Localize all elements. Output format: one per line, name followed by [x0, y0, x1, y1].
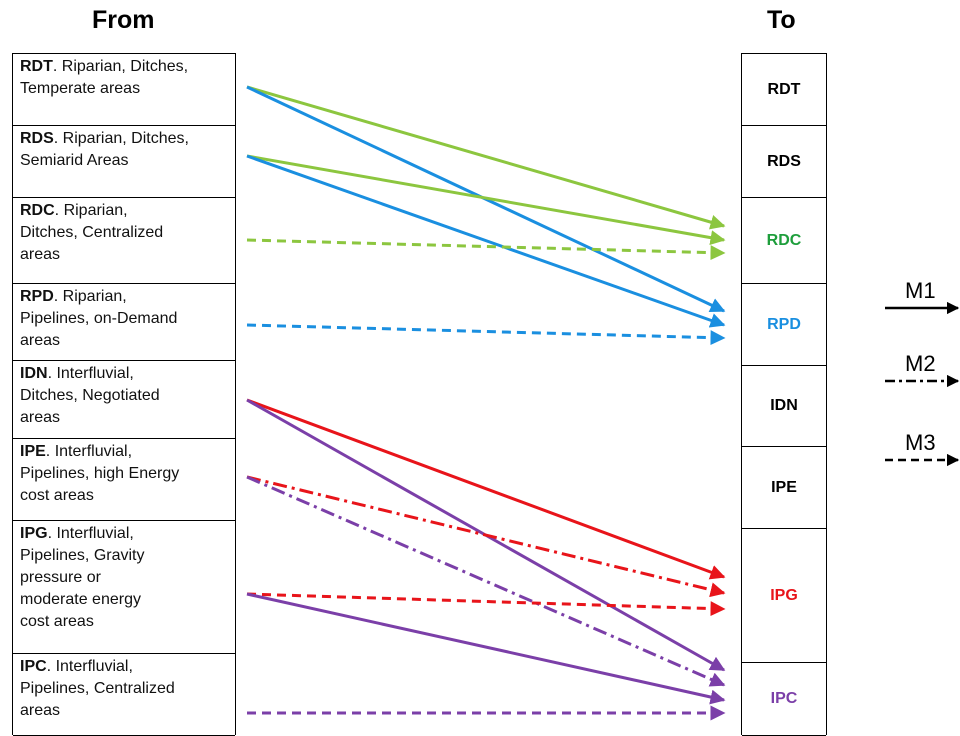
arrow-ipg-to-ipg: [246, 592, 726, 617]
arrow-idn-to-ipg: [246, 398, 726, 580]
from-row-line: areas: [20, 702, 61, 719]
to-table: RDT RDS RDC RPD IDN IPE IPG IPC: [741, 53, 827, 736]
to-row-rdt: RDT: [742, 54, 826, 126]
arrow-rpd-to-rpd: [246, 323, 726, 346]
from-row-idn: IDN. Interfluvial, Ditches, Negotiated are…: [13, 361, 235, 439]
arrow-ipe-to-ipg: [246, 475, 726, 598]
legend-label-m3: M3: [905, 430, 936, 455]
from-row-line: Pipelines, Centralized: [20, 680, 175, 697]
from-row-line: Temperate areas: [20, 80, 141, 97]
from-row-line: Ditches, Centralized: [20, 224, 164, 241]
legend-label-m1: M1: [905, 278, 936, 303]
from-table: RDT. Riparian, Ditches, Temperate areas RD…: [12, 53, 236, 736]
to-row-ipg: IPG: [742, 529, 826, 663]
from-row-rpd: RPD. Riparian, Pipelines, on-Demand areas: [13, 284, 235, 361]
from-row-line: RDC. Riparian,: [20, 202, 128, 219]
to-row-idn: IDN: [742, 366, 826, 447]
from-row-line: cost areas: [20, 487, 94, 504]
from-row-line: areas: [20, 332, 61, 349]
from-row-line: Ditches, Negotiated: [20, 387, 160, 404]
from-row-line: areas: [20, 246, 61, 263]
from-row-rdc: RDC. Riparian, Ditches, Centralized areas: [13, 198, 235, 284]
from-row-rds: RDS. Riparian, Ditches, Semiarid Areas: [13, 126, 235, 198]
arrow-ipe-to-ipc: [246, 475, 726, 687]
from-row-line: RDT. Riparian, Ditches,: [20, 58, 189, 75]
from-row-line: moderate energy: [20, 591, 141, 608]
from-row-line: areas: [20, 409, 61, 426]
arrow-rds-to-rpd: [246, 154, 726, 328]
from-row-line: Pipelines, high Energy: [20, 465, 180, 482]
from-row-line: IPG. Interfluvial,: [20, 525, 134, 542]
to-row-rdc: RDC: [742, 198, 826, 284]
from-row-line: pressure or: [20, 569, 101, 586]
arrow-rdt-to-rdc: [246, 85, 726, 230]
to-row-label: IDN: [770, 397, 798, 414]
from-row-line: IDN. Interfluvial,: [20, 365, 134, 382]
to-row-label: RPD: [767, 315, 801, 333]
from-row-line: Pipelines, on-Demand: [20, 310, 178, 327]
from-row-ipg: IPG. Interfluvial, Pipelines, Gravity pres…: [13, 521, 235, 654]
to-row-label: RDS: [767, 152, 801, 170]
arrow-rds-to-rdc: [246, 154, 726, 246]
to-row-rpd: RPD: [742, 284, 826, 366]
to-row-rds: RDS: [742, 126, 826, 198]
from-row-line: RPD. Riparian,: [20, 288, 127, 305]
to-row-label: IPE: [771, 478, 797, 496]
arrow-rdc-to-rdc: [246, 238, 726, 261]
from-row-line: RDS. Riparian, Ditches,: [20, 130, 189, 147]
to-row-ipe: IPE: [742, 447, 826, 529]
from-heading: From: [92, 6, 155, 34]
from-row-line: Pipelines, Gravity: [20, 547, 145, 564]
to-row-label: RDT: [767, 80, 801, 98]
to-heading: To: [767, 6, 796, 34]
to-row-label: RDC: [766, 231, 802, 249]
to-row-label: IPG: [770, 586, 798, 604]
from-row-line: IPE. Interfluvial,: [20, 443, 133, 460]
from-row-line: Semiarid Areas: [20, 152, 129, 169]
legend-label-m2: M2: [905, 351, 936, 376]
from-row-line: cost areas: [20, 613, 94, 630]
arrow-ipg-to-ipc: [246, 592, 726, 705]
from-row-rdt: RDT. Riparian, Ditches, Temperate areas: [13, 54, 235, 126]
to-row-label: IPC: [770, 690, 798, 707]
from-row-line: IPC. Interfluvial,: [20, 658, 133, 675]
from-row-ipe: IPE. Interfluvial, Pipelines, high Energy…: [13, 439, 235, 521]
